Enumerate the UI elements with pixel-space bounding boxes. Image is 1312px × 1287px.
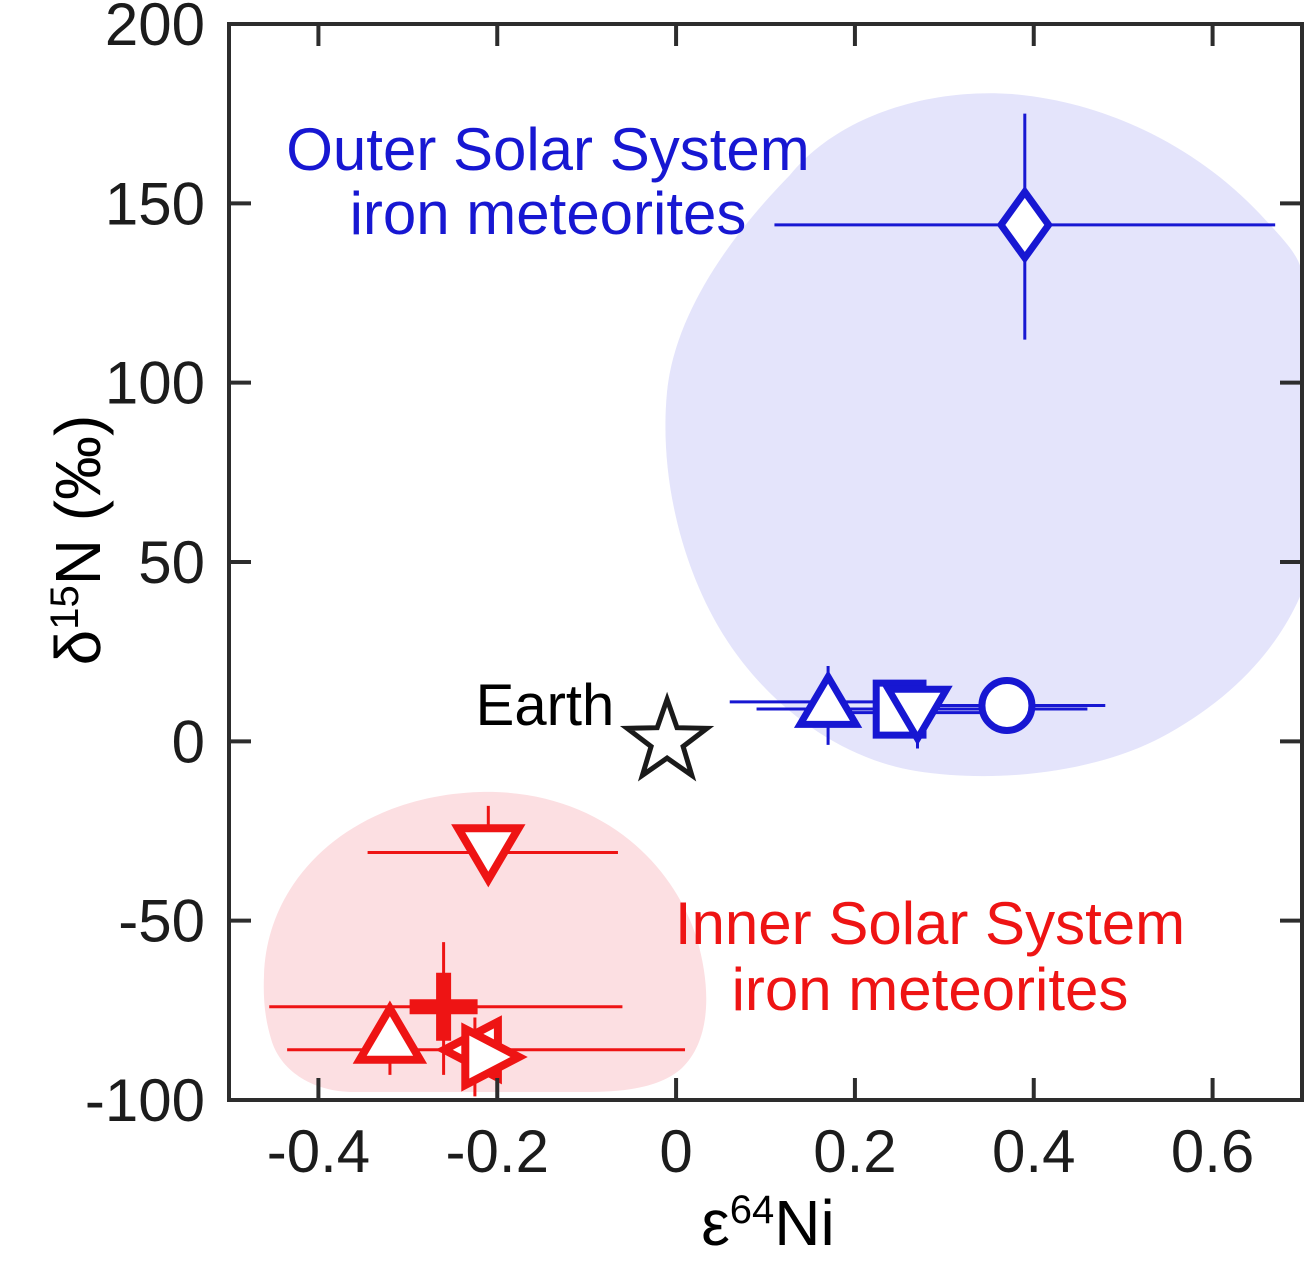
inner-region-label-line1: Inner Solar System [675, 890, 1185, 957]
inner-region-shape [263, 791, 707, 1092]
x-tick-label: 0.2 [813, 1118, 896, 1185]
marker-triangle-right [461, 1022, 528, 1092]
data-layer [269, 113, 1276, 1097]
x-tick-label: 0 [659, 1118, 692, 1185]
outer-region-shape [665, 93, 1302, 777]
marker-triangle-down [451, 824, 526, 888]
outer-region-label-line1: Outer Solar System [286, 116, 810, 183]
y-tick-label: -50 [118, 888, 205, 955]
x-tick-label: -0.4 [267, 1118, 370, 1185]
outer-region-label-line2: iron meteorites [350, 180, 747, 247]
x-tick-label: 0.4 [992, 1118, 1075, 1185]
y-axis-label: δ15N (‰) [42, 415, 114, 666]
x-tick-label: -0.2 [446, 1118, 549, 1185]
y-tick-label: 0 [172, 708, 205, 775]
inner-region-label-line2: iron meteorites [732, 956, 1129, 1023]
cluster-regions [263, 93, 1302, 1092]
y-tick-label: 200 [105, 0, 205, 58]
marker-triangle-down [882, 685, 953, 746]
x-tick-label: 0.6 [1171, 1118, 1254, 1185]
marker-circle [978, 676, 1036, 734]
marker-diamond [996, 185, 1053, 264]
y-tick-label: 50 [138, 529, 205, 596]
axes-layer: -0.4 -0.2 0 0.2 0.4 0.6 200 150 100 50 0 -50 -100 [85, 0, 1304, 1185]
earth-point-label: Earth [476, 673, 615, 738]
marker-star [619, 691, 715, 782]
marker-triangle-up [793, 670, 863, 728]
y-tick-label: -100 [85, 1067, 205, 1134]
x-axis-label: ε64Ni [701, 1187, 834, 1259]
marker-triangle-up [352, 1000, 428, 1064]
y-tick-label: 150 [105, 170, 205, 237]
y-tick-label: 100 [105, 350, 205, 417]
